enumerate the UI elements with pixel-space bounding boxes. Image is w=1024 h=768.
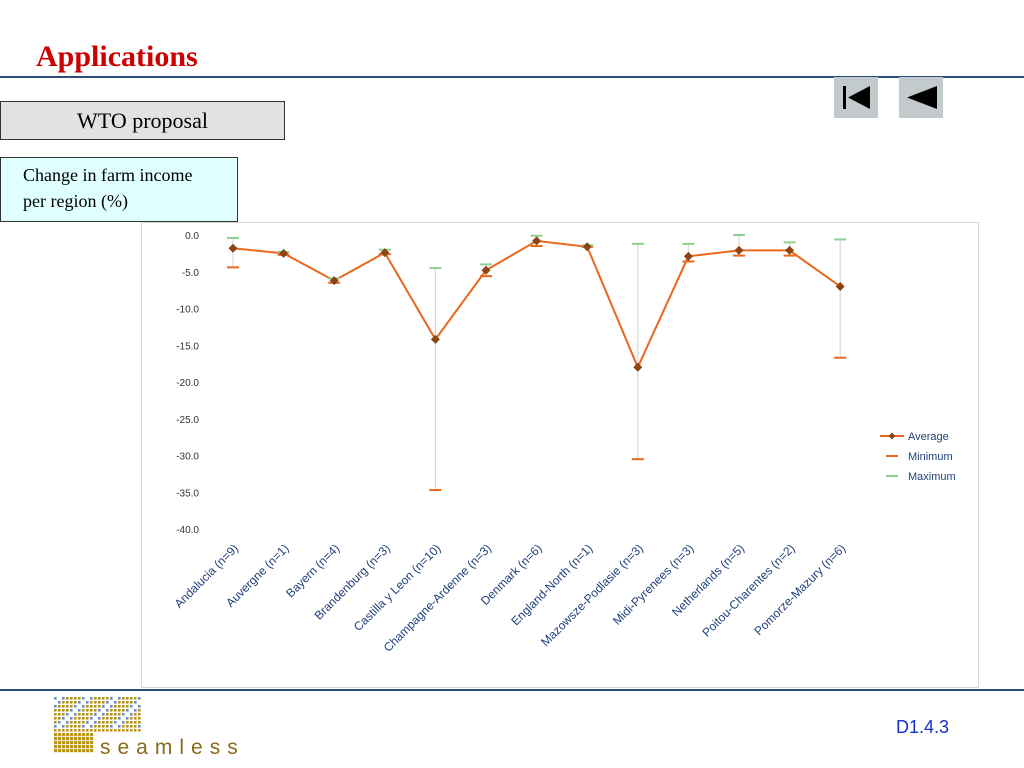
seamless-logo bbox=[54, 697, 141, 753]
y-tick-label: 0.0 bbox=[185, 231, 199, 242]
y-tick-label: -40.0 bbox=[176, 525, 199, 536]
average-point bbox=[582, 242, 592, 252]
average-point bbox=[683, 251, 693, 261]
average-point bbox=[734, 245, 744, 255]
x-category-label: Mazowsze-Podlasie (n=3) bbox=[538, 541, 646, 649]
y-tick-label: -10.0 bbox=[176, 305, 199, 316]
wto-proposal-box: WTO proposal bbox=[0, 101, 285, 140]
average-point bbox=[633, 362, 643, 372]
average-series-line bbox=[232, 239, 841, 370]
average-point bbox=[228, 243, 238, 253]
farm-income-chart: 0.0 -5.0 -10.0 -15.0 -20.0 -25.0 -30.0 -35.0 -40… bbox=[172, 231, 956, 655]
average-point bbox=[329, 276, 339, 286]
average-point bbox=[532, 236, 542, 246]
average-point bbox=[835, 281, 845, 291]
y-tick-label: -20.0 bbox=[176, 378, 199, 389]
description-line-2: per region (%) bbox=[23, 191, 128, 211]
x-category-label: Pomorze-Mazury (n=6) bbox=[751, 541, 848, 638]
chart-frame: 0.0 -5.0 -10.0 -15.0 -20.0 -25.0 -30.0 -35.0 -40… bbox=[141, 222, 979, 688]
y-tick-label: -30.0 bbox=[176, 452, 199, 463]
y-tick-label: -15.0 bbox=[176, 341, 199, 352]
average-point bbox=[380, 248, 390, 258]
skip-to-first-icon bbox=[843, 86, 870, 109]
x-category-label: Poitou-Charentes (n=2) bbox=[699, 541, 797, 639]
legend-label-minimum: Minimum bbox=[908, 451, 953, 463]
slide-number: D1.4.3 bbox=[896, 717, 950, 737]
y-tick-label: -35.0 bbox=[176, 488, 199, 499]
legend-label-average: Average bbox=[908, 431, 949, 443]
bottom-divider bbox=[0, 689, 1024, 691]
x-category-label: Castilla y Leon (n=10) bbox=[351, 541, 444, 634]
previous-triangle-icon bbox=[907, 86, 937, 109]
average-point bbox=[481, 265, 491, 275]
previous-slide-button[interactable] bbox=[899, 77, 943, 118]
y-tick-label: -5.0 bbox=[182, 268, 200, 279]
top-divider bbox=[0, 76, 1024, 78]
logo-text: seamless bbox=[100, 736, 245, 759]
average-point bbox=[785, 245, 795, 255]
legend-average-marker bbox=[888, 432, 896, 440]
average-point bbox=[430, 334, 440, 344]
first-slide-button[interactable] bbox=[834, 77, 878, 118]
y-tick-label: -25.0 bbox=[176, 415, 199, 426]
legend-label-maximum: Maximum bbox=[908, 471, 956, 483]
slide-title: Applications bbox=[36, 40, 198, 73]
description-box: Change in farm income per region (%) bbox=[0, 157, 238, 222]
average-point bbox=[279, 248, 289, 258]
description-line-1: Change in farm income bbox=[23, 165, 193, 185]
